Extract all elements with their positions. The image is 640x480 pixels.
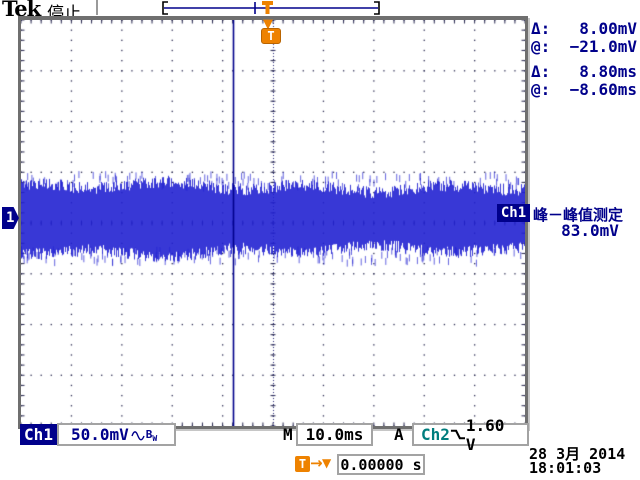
acquisition-record-bar bbox=[162, 1, 380, 15]
cursor-delta-v-row: Δ: 8.00mV bbox=[531, 20, 637, 38]
trigger-position-box: 0.00000 s bbox=[337, 454, 425, 475]
cursor-delta-v-value: 8.00mV bbox=[579, 19, 637, 38]
trigger-position-t-icon: T bbox=[295, 456, 310, 472]
trigger-t-icon: T bbox=[261, 28, 281, 44]
timebase-value: 10.0ms bbox=[305, 425, 364, 444]
bandwidth-limit-icon: BW bbox=[145, 428, 158, 444]
record-trigger-icon bbox=[262, 1, 273, 14]
cursor-at-v-row: @: −21.0mV bbox=[531, 38, 637, 56]
measurement-name: 峰－峰值测定 bbox=[533, 206, 624, 224]
ch1-scale-box: 50.0mV BW bbox=[57, 423, 176, 446]
cursor-readouts: Δ: 8.00mV @: −21.0mV Δ: 8.80ms @: −8.60m… bbox=[531, 20, 637, 99]
timebase-label: M bbox=[283, 425, 293, 444]
cursor-at-v-label: @: bbox=[531, 37, 551, 56]
channel1-marker: 1 bbox=[2, 207, 19, 229]
date-display: 28 3月 2014 bbox=[529, 445, 626, 463]
trigger-position-arrow-right-icon: → bbox=[310, 454, 323, 472]
record-bracket-left bbox=[162, 1, 168, 15]
waveform-display bbox=[21, 20, 525, 426]
measurement-channel-badge: Ch1 bbox=[497, 204, 530, 222]
time-display: 18:01:03 bbox=[529, 459, 602, 477]
timebase-box: 10.0ms bbox=[296, 423, 373, 446]
falling-edge-icon bbox=[450, 429, 465, 440]
cursor-at-t-row: @: −8.60ms bbox=[531, 81, 637, 99]
trigger-arrow-icon: ▼ bbox=[263, 17, 273, 32]
cursor-delta-v-label: Δ: bbox=[531, 19, 551, 38]
tek-logo: Tek bbox=[2, 0, 41, 21]
header-divider bbox=[96, 0, 98, 15]
graticule bbox=[18, 16, 528, 429]
trigger-position-value: 0.00000 s bbox=[340, 455, 422, 474]
cursor-delta-t-value: 8.80ms bbox=[579, 62, 637, 81]
trigger-level: 1.60 V bbox=[465, 415, 505, 454]
record-bracket-right bbox=[374, 1, 380, 15]
cursor-delta-t-row: Δ: 8.80ms bbox=[531, 63, 637, 81]
ch1-badge: Ch1 bbox=[20, 424, 57, 445]
trigger-mode-label: A bbox=[394, 425, 404, 444]
ch1-scale-value: 50.0mV bbox=[71, 425, 129, 444]
trigger-source: Ch2 bbox=[421, 425, 450, 444]
cursor-at-t-label: @: bbox=[531, 80, 551, 99]
trigger-info-box: Ch2 1.60 V bbox=[412, 416, 529, 454]
cursor-delta-t-label: Δ: bbox=[531, 62, 551, 81]
trigger-position-arrow-down-icon: ▼ bbox=[322, 456, 332, 470]
ac-coupling-icon bbox=[131, 431, 145, 441]
measurement-value: 83.0mV bbox=[561, 221, 619, 240]
cursor-at-t-value: −8.60ms bbox=[569, 80, 637, 99]
cursor-at-v-value: −21.0mV bbox=[569, 37, 637, 56]
